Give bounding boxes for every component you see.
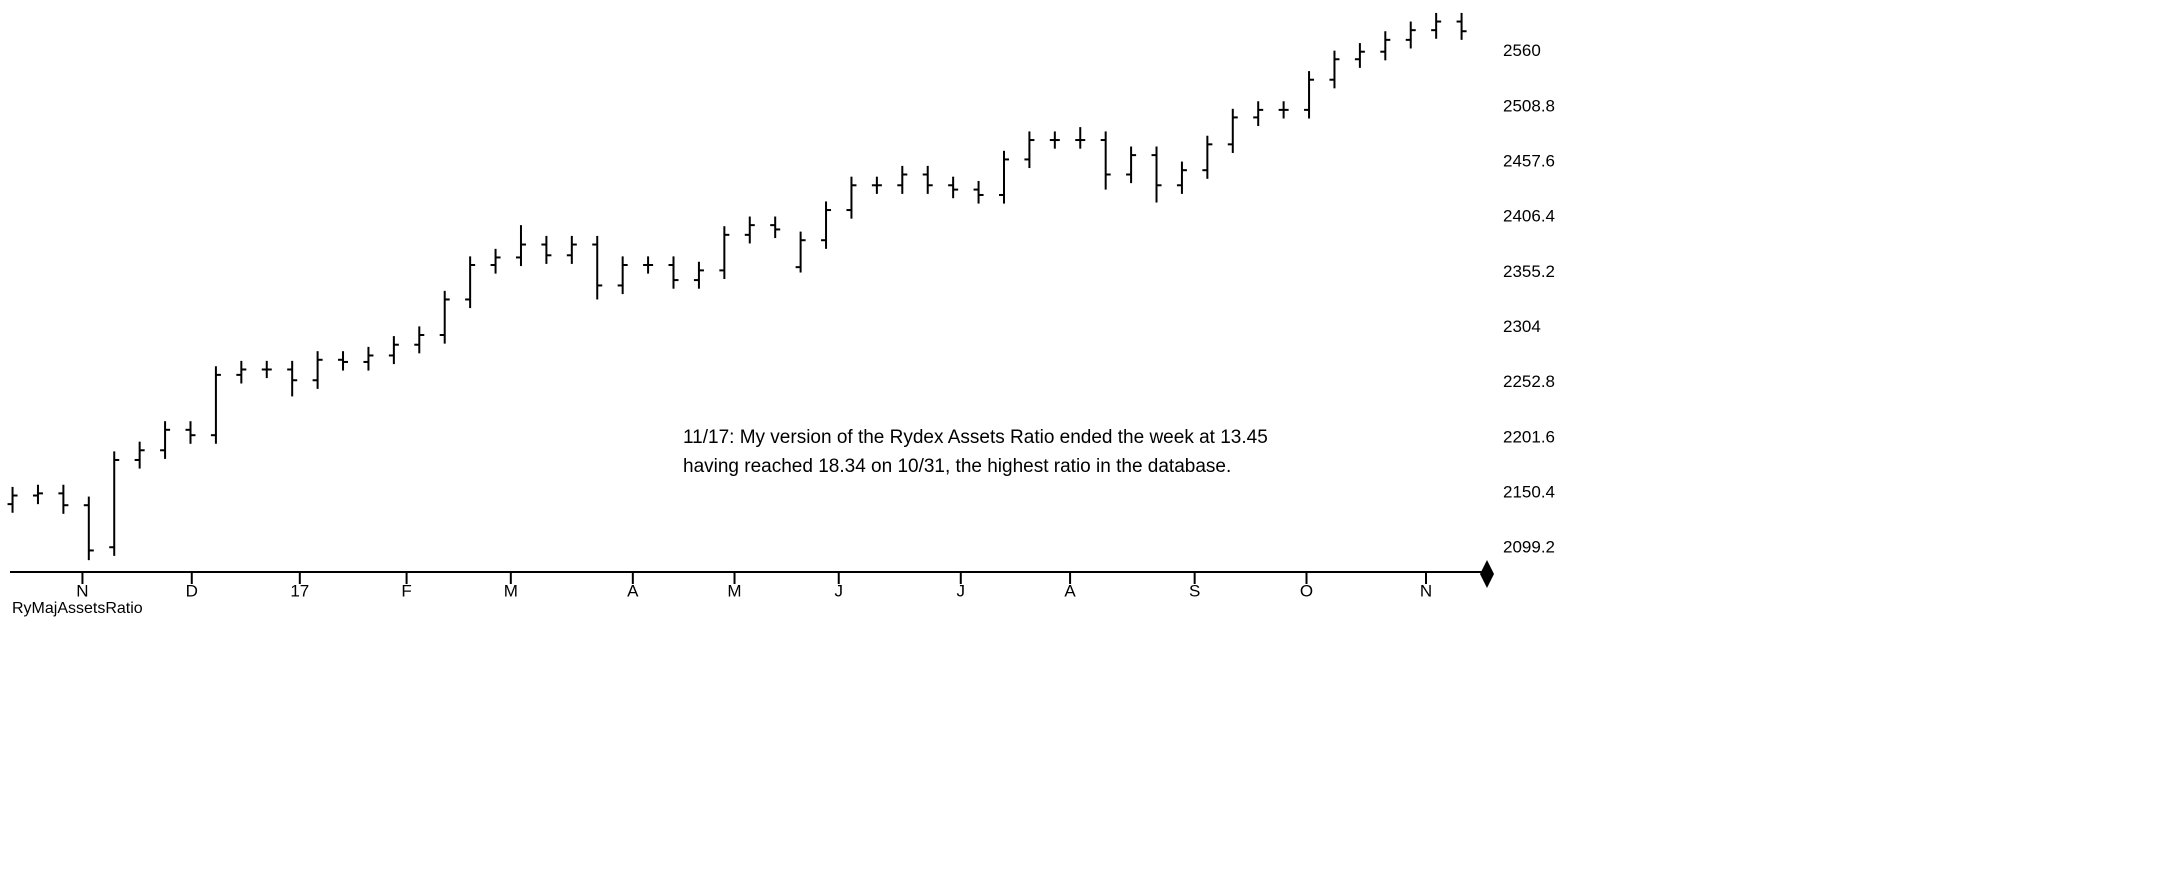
x-tick-label: O [1300, 581, 1313, 600]
y-tick-label: 2406.4 [1503, 207, 1555, 226]
y-tick-label: 2304 [1503, 317, 1541, 336]
x-tick-label: M [727, 581, 741, 600]
x-tick-label: D [186, 581, 198, 600]
y-tick-label: 2150.4 [1503, 482, 1555, 501]
x-tick-label: A [627, 581, 639, 600]
y-tick-label: 2457.6 [1503, 151, 1555, 170]
x-tick-label: A [1064, 581, 1076, 600]
annotation: 11/17: My version of the Rydex Assets Ra… [683, 427, 1268, 448]
end-marker [1480, 560, 1494, 588]
annotation: having reached 18.34 on 10/31, the highe… [683, 456, 1231, 477]
x-tick-label: F [401, 581, 411, 600]
y-tick-label: 2099.2 [1503, 538, 1555, 557]
x-tick-label: S [1189, 581, 1200, 600]
x-tick-label: J [957, 581, 966, 600]
x-tick-label: N [1420, 581, 1432, 600]
x-tick-label: J [834, 581, 843, 600]
y-tick-label: 2201.6 [1503, 427, 1555, 446]
y-tick-label: 2252.8 [1503, 372, 1555, 391]
footer-label: RyMajAssetsRatio [12, 600, 143, 617]
x-tick-label: 17 [290, 581, 309, 600]
y-tick-label: 2560 [1503, 41, 1541, 60]
x-tick-label: M [504, 581, 518, 600]
y-tick-label: 2355.2 [1503, 262, 1555, 281]
y-tick-label: 2508.8 [1503, 96, 1555, 115]
x-tick-label: N [76, 581, 88, 600]
